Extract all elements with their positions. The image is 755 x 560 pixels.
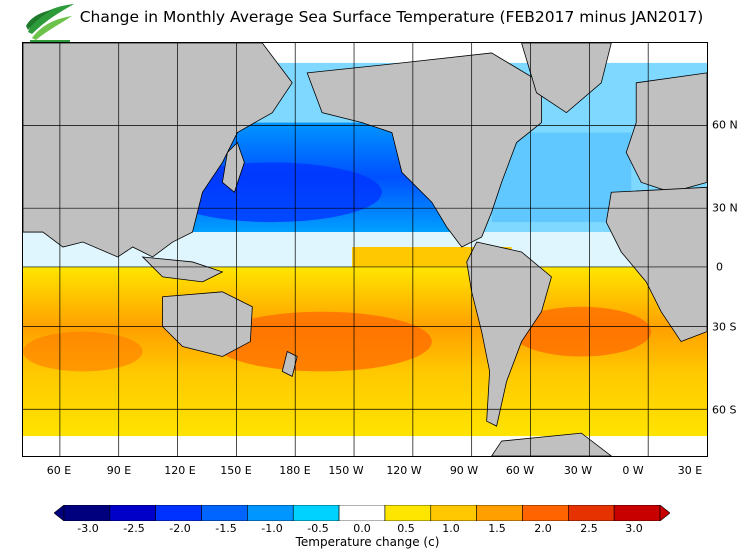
land-greenland [521, 43, 612, 114]
land-japan [221, 141, 245, 193]
colorbar-tick: 3.0 [625, 522, 643, 535]
colorbar-cell [63, 505, 111, 521]
lat-label: 60 N [712, 118, 738, 132]
lon-label: 60 E [46, 464, 72, 477]
colorbar-tick: 2.5 [580, 522, 598, 535]
sst-change-map [22, 42, 708, 457]
land-asia [23, 43, 293, 258]
lat-label: 60 S [712, 403, 737, 417]
colorbar-cell [155, 505, 202, 521]
colorbar-cell [522, 505, 569, 521]
colorbar-tick: -2.5 [123, 522, 145, 535]
land-africa [605, 186, 707, 343]
lon-label: 90 E [106, 464, 132, 477]
colorbar-cell [613, 505, 661, 521]
lon-label: 30 E [677, 464, 703, 477]
land-north-america [306, 52, 542, 248]
colorbar-cell [476, 505, 523, 521]
colorbar-cell [430, 505, 477, 521]
colorbar-tick: 0.0 [353, 522, 371, 535]
colorbar-tick: 2.0 [534, 522, 552, 535]
south-atlantic-hot [511, 306, 652, 357]
colorbar-tick: -3.0 [77, 522, 99, 535]
colorbar-cell [109, 505, 156, 521]
colorbar-tick: -2.0 [169, 522, 191, 535]
lon-label: 90 W [449, 464, 479, 477]
land-indonesia [141, 256, 224, 283]
colorbar-cell [568, 505, 615, 521]
lat-label: 0 [716, 260, 723, 274]
indian-ocean-hot [23, 331, 143, 372]
colorbar-high-arrow [659, 505, 670, 521]
colorbar-cell [338, 505, 386, 521]
colorbar-low-arrow [54, 505, 65, 521]
lon-label: 180 E [279, 464, 311, 477]
land-antarctica [491, 432, 612, 456]
colorbar-tick: 1.5 [488, 522, 506, 535]
colorbar-title: Temperature change (c) [295, 535, 440, 549]
colorbar-cell [201, 505, 248, 521]
lon-label: 150 E [220, 464, 252, 477]
land-new-zealand [281, 350, 298, 377]
colorbar-cell [247, 505, 294, 521]
colorbar-tick: -1.0 [261, 522, 283, 535]
temperature-colorbar [54, 505, 670, 521]
colorbar-cell [292, 505, 340, 521]
lon-label: 120 W [386, 464, 422, 477]
lat-label: 30 N [712, 201, 738, 215]
map-title: Change in Monthly Average Sea Surface Te… [79, 8, 704, 26]
colorbar-tick: -1.5 [215, 522, 237, 535]
colorbar-tick: 0.5 [397, 522, 415, 535]
lat-label: 30 S [712, 320, 737, 334]
lon-label: 150 W [328, 464, 364, 477]
colorbar-tick: 1.0 [442, 522, 460, 535]
lon-label: 60 W [505, 464, 535, 477]
land-europe [625, 72, 707, 193]
agency-logo [26, 4, 74, 43]
north-pacific-core [162, 162, 382, 223]
lon-label: 0 W [622, 464, 644, 477]
colorbar-cell [384, 505, 432, 521]
colorbar-tick: -0.5 [307, 522, 329, 535]
lon-label: 120 E [164, 464, 196, 477]
lon-label: 30 W [563, 464, 593, 477]
